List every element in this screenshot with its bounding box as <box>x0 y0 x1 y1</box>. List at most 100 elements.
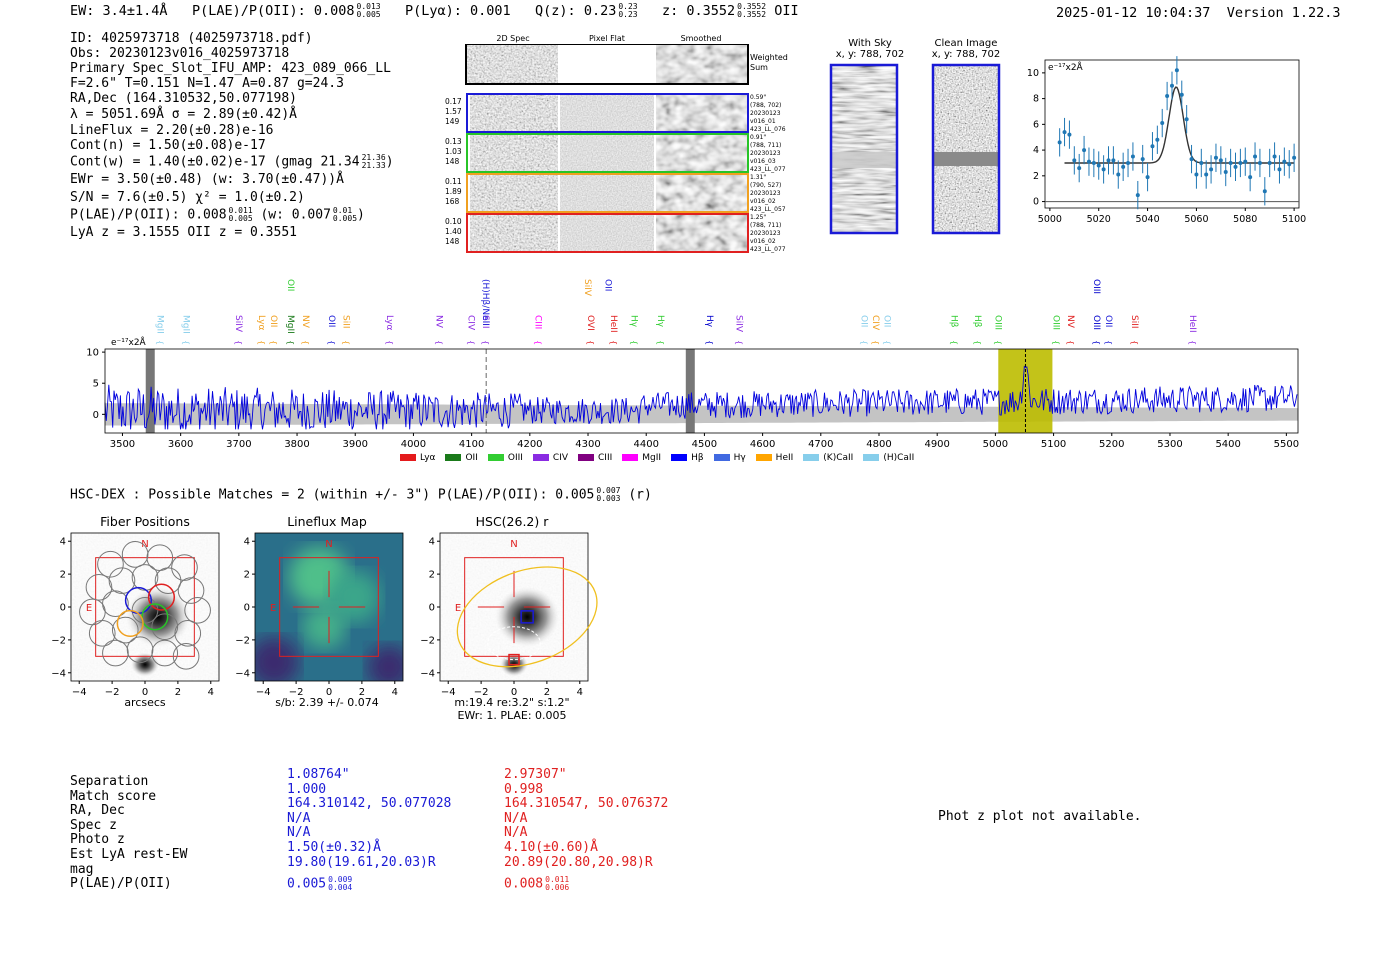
info-params: F=2.6" T=0.151 N=1.47 A=0.87 g=24.3 <box>70 76 344 91</box>
spectrum-line-label: NV <box>300 315 310 329</box>
spectrum-line-label-group: OIII { <box>992 315 1002 345</box>
hsc-x-tick-label: 2 <box>544 687 550 698</box>
east-label: E <box>86 603 92 614</box>
spectrum-line-label-group: Hγ { <box>629 315 639 345</box>
with-sky-xy: x, y: 788, 702 <box>835 49 905 60</box>
spectrum-line-label: HeII <box>1187 315 1197 333</box>
spectrum-x-tick-label: 3800 <box>284 439 309 450</box>
zoom-unit-label: e⁻¹⁷x2Å <box>1048 61 1084 73</box>
zoom-y-tick-label: 2 <box>1033 171 1039 182</box>
hsc-y-tick-label: −2 <box>420 635 435 646</box>
fiber-circle <box>172 643 200 670</box>
zoom-x-tick-label: 5040 <box>1135 214 1159 225</box>
legend-label: CIII <box>598 452 613 463</box>
cutout-smoothed-image <box>656 215 748 251</box>
spectrum-line-brace: { <box>950 340 959 345</box>
cutout-2dspec-image <box>470 135 558 171</box>
header-z-line: OII <box>774 3 799 19</box>
spectrum-line-brace: { <box>705 340 714 345</box>
zoom-data-point <box>1179 92 1184 97</box>
weighted-sum-label-2: Sum <box>750 63 768 72</box>
hsc-x-tick-label: 4 <box>208 687 214 698</box>
header-qz-hi: 0.23 <box>618 2 638 11</box>
spectrum-x-tick-label: 3700 <box>226 439 251 450</box>
cutout-row-left-label: 149 <box>445 117 460 126</box>
zoom-data-point <box>1209 167 1214 172</box>
hsc-x-tick-label: 2 <box>359 687 365 698</box>
fiber-circle <box>171 554 198 581</box>
spectrum-x-tick-label: 5100 <box>1041 439 1066 450</box>
zoom-data-point <box>1228 160 1233 165</box>
legend-label: MgII <box>642 452 662 463</box>
east-label: E <box>455 603 461 614</box>
spectrum-line-label-group: Hβ { <box>972 315 982 345</box>
zoom-data-point <box>1204 172 1209 177</box>
hsc-y-tick-label: −2 <box>235 635 250 646</box>
cutout-row-left-label: 1.89 <box>445 187 462 196</box>
spectrum-line-label: CIV <box>870 315 880 331</box>
hsc-panels: N E −4 −2 0 2 4 4 2 0 −2 −4 N E −4 −2 0 2 4 4 2 0 −2 −4 N E −4 −2 0 2… <box>51 532 598 698</box>
fiber-circle <box>108 567 136 595</box>
spectrum-line-label: Hβ <box>949 315 959 328</box>
zoom-data-point <box>1160 121 1165 126</box>
hsc-plae-lo: 0.003 <box>596 494 621 503</box>
spectrum-line-brace: { <box>656 340 665 345</box>
legend-swatch <box>578 454 595 461</box>
spectrum-line-label-group: Hγ { <box>655 315 665 345</box>
cutout-row-left-label: 1.40 <box>445 227 462 236</box>
cutout-title-smoothed: Smoothed <box>680 34 722 43</box>
zoom-data-point <box>1257 160 1262 165</box>
info-lambda: λ = 5051.69Å σ = 2.89(±0.42)Å <box>70 107 297 122</box>
zoom-data-point <box>1267 160 1272 165</box>
match-label: Separation <box>70 774 149 789</box>
spectrum-line-label: SiIV <box>233 315 243 333</box>
spectrum-line-label: OII <box>1103 315 1113 327</box>
galaxy-secondary <box>131 652 159 677</box>
panel-xlabel-hsc-2: EWr: 1. PLAE: 0.005 <box>457 709 567 722</box>
header-summary: EW: 3.4±1.4Å P(LAE)/P(OII): 0.008 0.013 0.… <box>70 2 799 20</box>
spectrum-line-label: Lyα <box>384 315 394 331</box>
zoom-data-point <box>1292 155 1297 160</box>
zoom-data-point <box>1140 157 1145 162</box>
zoom-x-tick-label: 5060 <box>1184 214 1208 225</box>
legend-label: Lyα <box>420 452 436 463</box>
cutout-2dspec-image <box>470 95 558 131</box>
cutout-pixelflat-image <box>560 135 654 171</box>
cutout-row-right-label: v016_02 <box>750 198 776 205</box>
match-label: Match score <box>70 788 157 804</box>
north-label: N <box>141 539 148 550</box>
spectrum-line-label: OIII <box>1091 315 1101 330</box>
spectrum-x-tick-label: 4000 <box>401 439 426 450</box>
spectrum-x-tick-label: 4800 <box>866 439 891 450</box>
match-value: 2.97307" <box>504 767 567 782</box>
spectrum-line-label: CIII <box>533 315 543 329</box>
spectrum-line-brace: { <box>1104 340 1113 345</box>
header-version: Version 1.22.3 <box>1226 5 1341 21</box>
hsc-x-tick-label: −2 <box>105 687 120 698</box>
hsc-title: HSC-DEX : Possible Matches = 2 (within +… <box>70 487 652 503</box>
panel-title-hsc: HSC(26.2) r <box>475 514 549 529</box>
fiber-circle <box>126 636 154 664</box>
panel-title-fiber: Fiber Positions <box>100 514 190 529</box>
spectrum-x-tick-label: 4200 <box>517 439 542 450</box>
spectrum-x-tick-label: 4400 <box>633 439 658 450</box>
header-plya: P(Lyα): 0.001 <box>404 3 511 19</box>
spectrum-line-label: SiIV <box>733 315 743 333</box>
info-sn: S/N = 7.6(±0.5) χ² = 1.0(±0.2) <box>70 190 305 205</box>
spectrum-x-tick-label: 3600 <box>168 439 193 450</box>
cutout-smoothed-image <box>656 135 748 171</box>
spectrum-line-brace: { <box>973 340 982 345</box>
legend-label: Hβ <box>691 452 704 463</box>
match-value: 20.89(20.80,20.98)R <box>504 854 653 870</box>
cutout-row-frame <box>466 93 749 133</box>
full-spectrum-chart: 3500 3600 3700 3800 3900 4000 4100 4200 4300 4400… <box>86 279 1299 450</box>
cutout-row-right-label: 423_LL_057 <box>750 206 786 213</box>
spectrum-line-label-group: MgII { <box>181 315 191 345</box>
fiber-circle <box>151 613 179 641</box>
cutout-row-frame <box>466 173 749 213</box>
cutout-pixelflat-image <box>560 215 654 251</box>
legend-swatch <box>487 454 504 461</box>
